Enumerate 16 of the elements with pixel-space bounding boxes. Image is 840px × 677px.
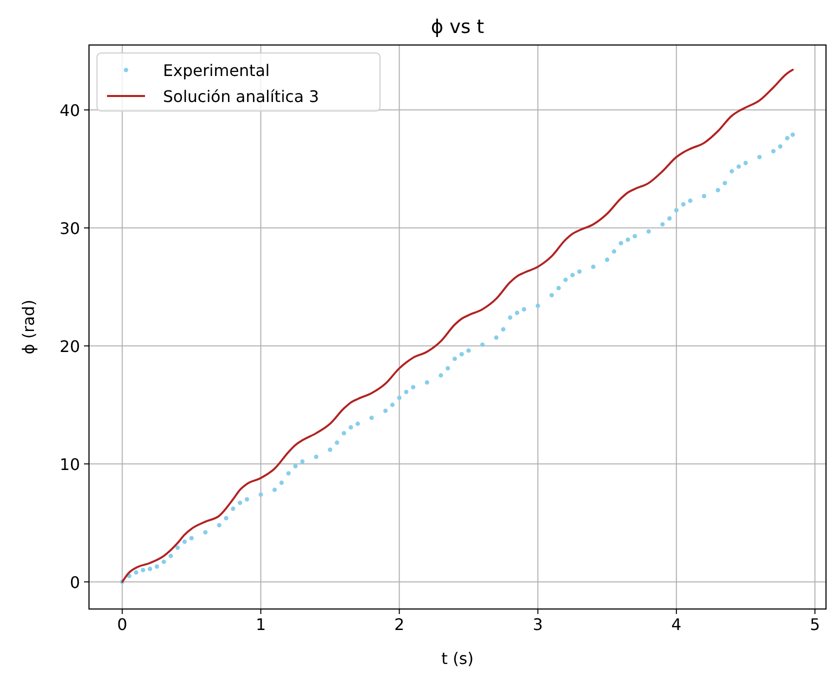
chart-title: ϕ vs t: [430, 16, 484, 38]
x-tick-label: 3: [532, 615, 543, 634]
legend-label: Experimental: [163, 61, 270, 80]
y-tick-label: 20: [60, 336, 80, 356]
x-tick-label: 1: [256, 615, 266, 634]
x-tick-label: 0: [117, 615, 128, 634]
x-tick-label: 5: [810, 615, 820, 634]
y-tick-label: 30: [60, 218, 80, 238]
y-tick-label: 40: [60, 100, 80, 120]
x-axis-title: t (s): [441, 649, 474, 668]
y-tick-label: 10: [60, 454, 80, 474]
y-tick-label: 0: [70, 572, 80, 592]
x-tick-label: 2: [394, 615, 404, 634]
y-axis-title: ϕ (rad): [19, 300, 38, 354]
x-tick-label: 4: [671, 615, 682, 634]
legend-label: Solución analítica 3: [163, 87, 320, 106]
